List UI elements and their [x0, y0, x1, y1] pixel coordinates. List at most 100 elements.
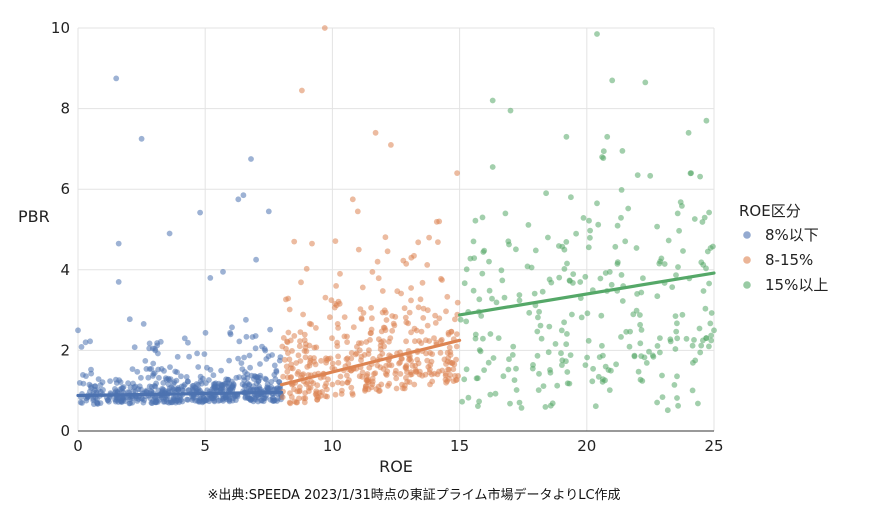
- scatter-point: [337, 270, 343, 277]
- scatter-point: [263, 356, 270, 362]
- scatter-point: [263, 392, 269, 399]
- scatter-point: [547, 369, 554, 376]
- scatter-point: [442, 376, 449, 383]
- scatter-point: [505, 366, 512, 373]
- scatter-point: [126, 316, 133, 323]
- scatter-point: [703, 335, 710, 342]
- scatter-point: [634, 291, 640, 297]
- scatter-point: [546, 323, 553, 330]
- scatter-point: [408, 369, 414, 376]
- scatter-point: [291, 238, 298, 245]
- scatter-point: [590, 365, 596, 372]
- scatter-point: [358, 353, 365, 360]
- scatter-point: [432, 320, 439, 326]
- scatter-point: [297, 338, 303, 345]
- scatter-point: [331, 304, 338, 311]
- scatter-point: [403, 319, 410, 326]
- scatter-point: [183, 374, 190, 380]
- scatter-point: [476, 347, 483, 353]
- scatter-point: [341, 314, 348, 320]
- scatter-point: [229, 324, 235, 331]
- scatter-point: [450, 366, 457, 373]
- scatter-point: [161, 368, 167, 374]
- scatter-point: [358, 340, 365, 346]
- scatter-point: [253, 256, 259, 263]
- scatter-point: [369, 269, 376, 275]
- scatter-point: [654, 399, 660, 406]
- scatter-point: [442, 370, 449, 377]
- scatter-point: [665, 237, 672, 244]
- scatter-point: [708, 332, 714, 339]
- scatter-point: [291, 333, 298, 339]
- scatter-point: [113, 376, 119, 383]
- scatter-point: [406, 379, 413, 385]
- scatter-point: [153, 380, 160, 387]
- scatter-point: [431, 335, 437, 341]
- y-tick-label: 2: [60, 341, 70, 359]
- scatter-point: [473, 375, 480, 382]
- scatter-point: [602, 270, 609, 276]
- scatter-point: [556, 243, 562, 249]
- x-tick-label: 5: [200, 437, 210, 455]
- scatter-point: [500, 373, 507, 380]
- scatter-point: [436, 315, 443, 322]
- scatter-point: [296, 395, 302, 402]
- scatter-point: [490, 355, 497, 361]
- scatter-point: [475, 403, 481, 409]
- scatter-point: [297, 329, 304, 335]
- scatter-point: [375, 275, 382, 282]
- scatter-point: [262, 375, 269, 382]
- legend-marker-8pct-below: [743, 231, 751, 239]
- scatter-point: [148, 388, 155, 394]
- scatter-point: [543, 190, 549, 197]
- scatter-point: [159, 388, 166, 394]
- scatter-point: [594, 200, 600, 207]
- scatter-point: [674, 373, 680, 380]
- scatter-point: [637, 321, 643, 328]
- scatter-point: [79, 400, 85, 406]
- scatter-point: [545, 349, 552, 356]
- scatter-point: [584, 310, 591, 317]
- scatter-point: [606, 387, 613, 393]
- scatter-point: [146, 340, 153, 347]
- scatter-point: [642, 79, 649, 86]
- scatter-point: [233, 374, 240, 381]
- trend-lines: [76, 271, 716, 398]
- x-axis-title: ROE: [379, 457, 413, 476]
- scatter-point: [268, 379, 275, 385]
- scatter-point: [472, 217, 479, 224]
- scatter-point: [202, 329, 209, 336]
- scatter-point: [673, 328, 680, 335]
- scatter-point: [669, 284, 676, 290]
- scatter-point: [480, 335, 486, 342]
- scatter-point: [609, 77, 616, 84]
- scatter-point: [429, 378, 436, 385]
- scatter-point: [633, 245, 640, 251]
- scatter-point: [618, 214, 624, 221]
- scatter-point: [419, 279, 426, 286]
- y-axis-title: PBR: [18, 207, 50, 226]
- scatter-point: [348, 355, 355, 362]
- scatter-point: [689, 342, 696, 349]
- scatter-point: [335, 379, 341, 386]
- scatter-point: [334, 343, 341, 349]
- scatter-point: [664, 407, 671, 414]
- scatter-point: [587, 234, 593, 241]
- scatter-point: [409, 362, 416, 369]
- scatter-point: [284, 368, 291, 375]
- scatter-point: [178, 373, 184, 380]
- scatter-point: [206, 377, 212, 383]
- scatter-point: [637, 340, 644, 347]
- scatter-point: [227, 331, 234, 338]
- scatter-point: [414, 356, 421, 363]
- scatter-point: [306, 362, 313, 369]
- scatter-point: [564, 260, 570, 267]
- scatter-point: [217, 397, 224, 404]
- scatter-point: [499, 277, 506, 284]
- scatter-point: [259, 343, 265, 350]
- scatter-point: [393, 367, 399, 374]
- scatter-point: [294, 388, 301, 395]
- scatter-point: [502, 210, 509, 217]
- scatter-point: [400, 385, 406, 392]
- scatter-point: [564, 331, 570, 337]
